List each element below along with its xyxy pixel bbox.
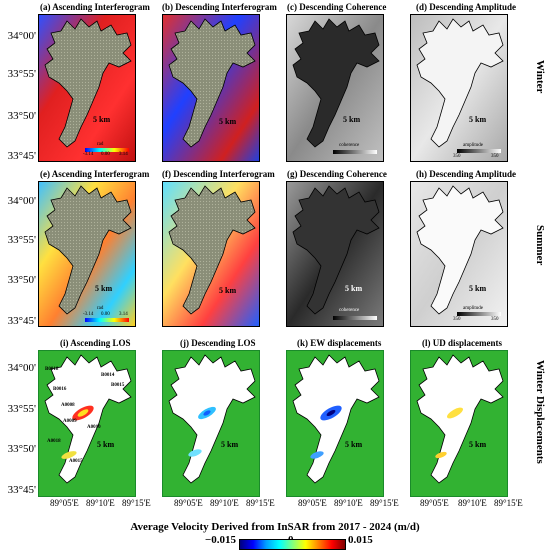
y-tick-label: 33°50' (7, 110, 36, 122)
inset-colorbar (457, 312, 501, 316)
y-tick-label: 33°50' (7, 443, 36, 455)
panel-c-descending-coherence: 5 km coherence (286, 14, 384, 162)
inset-coherence-label: coherence (339, 308, 360, 313)
inset-tick: 3.14 (119, 152, 128, 157)
scale-bar-label: 5 km (343, 115, 361, 124)
scale-bar-label: 5 km (221, 440, 239, 449)
panel-g-descending-coherence: 5 km coherence (286, 181, 384, 327)
glacier-id: B0014 (101, 373, 115, 378)
x-tick-label: 89°05'E (174, 498, 203, 508)
scale-bar-label: 5 km (345, 440, 363, 449)
colorbar-tick-max: 0.015 (348, 534, 373, 546)
inset-tick: 0.00 (101, 152, 110, 157)
y-tick-label: 33°55' (7, 68, 36, 80)
panel-h-descending-amplitude: 5 km amplitude 350 350 (410, 181, 508, 327)
inset-tick: 3.14 (119, 312, 128, 317)
glacier-id: B0018 (45, 367, 59, 372)
y-tick-label: 33°45' (7, 315, 36, 327)
y-tick-label: 34°00' (7, 30, 36, 42)
panel-title-d: (d) Descending Amplitude (416, 2, 517, 12)
panel-title-g: (g) Descending Coherence (287, 169, 387, 179)
inset-amplitude-label: amplitude (463, 306, 483, 311)
inset-tick: -3.14 (83, 312, 94, 317)
inset-coherence-label: coherence (339, 143, 360, 148)
panel-title-b: (b) Descending Interferogram (162, 2, 277, 12)
inset-colorbar (333, 316, 377, 320)
panel-title-k: (k) EW displacements (297, 338, 382, 348)
panel-e-ascending-interferogram: 5 km rad -3.14 0.00 3.14 (38, 181, 136, 327)
panel-f-descending-interferogram: 5 km (162, 181, 260, 327)
panel-j-descending-los: 5 km (162, 350, 260, 497)
y-tick-label: 33°55' (7, 403, 36, 415)
scale-bar-label: 5 km (93, 115, 111, 124)
x-tick-label: 89°10'E (86, 498, 115, 508)
y-tick-label: 34°00' (7, 362, 36, 374)
y-tick-label: 33°55' (7, 234, 36, 246)
inset-rad-label: rad (97, 306, 104, 311)
panel-title-l: (l) UD displacements (422, 338, 502, 348)
row-label-winter-displacements: Winter Displacements (534, 360, 546, 464)
panel-b-descending-interferogram: 5 km (162, 14, 260, 162)
x-tick-label: 89°05'E (50, 498, 79, 508)
glacier-id: A0010 (87, 425, 101, 430)
inset-tick: 0.00 (101, 312, 110, 317)
x-tick-label: 89°10'E (210, 498, 239, 508)
panel-title-j: (j) Descending LOS (180, 338, 256, 348)
scale-bar-label: 5 km (469, 284, 487, 293)
panel-i-ascending-los: B0018 B0014 A0008 A0009 A0010 A0018 B001… (38, 350, 136, 497)
panel-title-i: (i) Ascending LOS (60, 338, 131, 348)
inset-colorbar (457, 149, 501, 153)
inset-tick: 350 (491, 154, 499, 159)
inset-rad-label: rad (97, 142, 104, 147)
panel-title-h: (h) Descending Amplitude (416, 169, 517, 179)
velocity-colorbar (239, 539, 346, 550)
glacier-id: A0015 (69, 459, 83, 464)
x-tick-label: 89°10'E (458, 498, 487, 508)
scale-bar-label: 5 km (219, 286, 237, 295)
inset-colorbar (333, 150, 377, 154)
inset-tick: 350 (453, 154, 461, 159)
scale-bar-label: 5 km (95, 284, 113, 293)
scale-bar-label: 5 km (469, 440, 487, 449)
y-tick-label: 34°00' (7, 195, 36, 207)
scale-bar-label: 5 km (97, 440, 115, 449)
x-tick-label: 89°10'E (334, 498, 363, 508)
panel-k-ew-displacements: 5 km (286, 350, 384, 497)
inset-colorbar (85, 318, 129, 322)
scale-bar-label: 5 km (469, 115, 487, 124)
colorbar-tick-min: −0.015 (205, 534, 237, 546)
scale-bar-label: 5 km (219, 117, 237, 126)
glacier-id: A0018 (47, 439, 61, 444)
inset-amplitude-label: amplitude (463, 143, 483, 148)
inset-tick: -3.14 (83, 152, 94, 157)
y-tick-label: 33°50' (7, 274, 36, 286)
panel-l-ud-displacements: 5 km (410, 350, 508, 497)
y-tick-label: 33°45' (7, 150, 36, 162)
y-tick-label: 33°45' (7, 484, 36, 496)
row-label-winter: Winter (534, 60, 546, 94)
panel-title-c: (c) Descending Coherence (287, 2, 387, 12)
glacier-id: A0009 (63, 419, 77, 424)
panel-title-a: (a) Ascending Interferogram (40, 2, 150, 12)
x-tick-label: 89°15'E (494, 498, 523, 508)
glacier-id: A0008 (61, 403, 75, 408)
x-tick-label: 89°15'E (246, 498, 275, 508)
scale-bar-label: 5 km (345, 284, 363, 293)
panel-a-ascending-interferogram: 5 km rad -3.14 0.00 3.14 (38, 14, 136, 162)
x-tick-label: 89°15'E (370, 498, 399, 508)
x-tick-label: 89°05'E (420, 498, 449, 508)
x-tick-label: 89°15'E (122, 498, 151, 508)
colorbar-title: Average Velocity Derived from InSAR from… (130, 521, 420, 533)
panel-title-f: (f) Descending Interferogram (162, 169, 275, 179)
inset-colorbar (85, 148, 129, 152)
panel-title-e: (e) Ascending Interferogram (40, 169, 150, 179)
x-tick-label: 89°05'E (298, 498, 327, 508)
inset-tick: 350 (491, 317, 499, 322)
glacier-id: B0015 (111, 383, 125, 388)
panel-d-descending-amplitude: 5 km amplitude 350 350 (410, 14, 508, 162)
row-label-summer: Summer (534, 225, 546, 266)
glacier-id: B0016 (53, 387, 67, 392)
inset-tick: 350 (453, 317, 461, 322)
